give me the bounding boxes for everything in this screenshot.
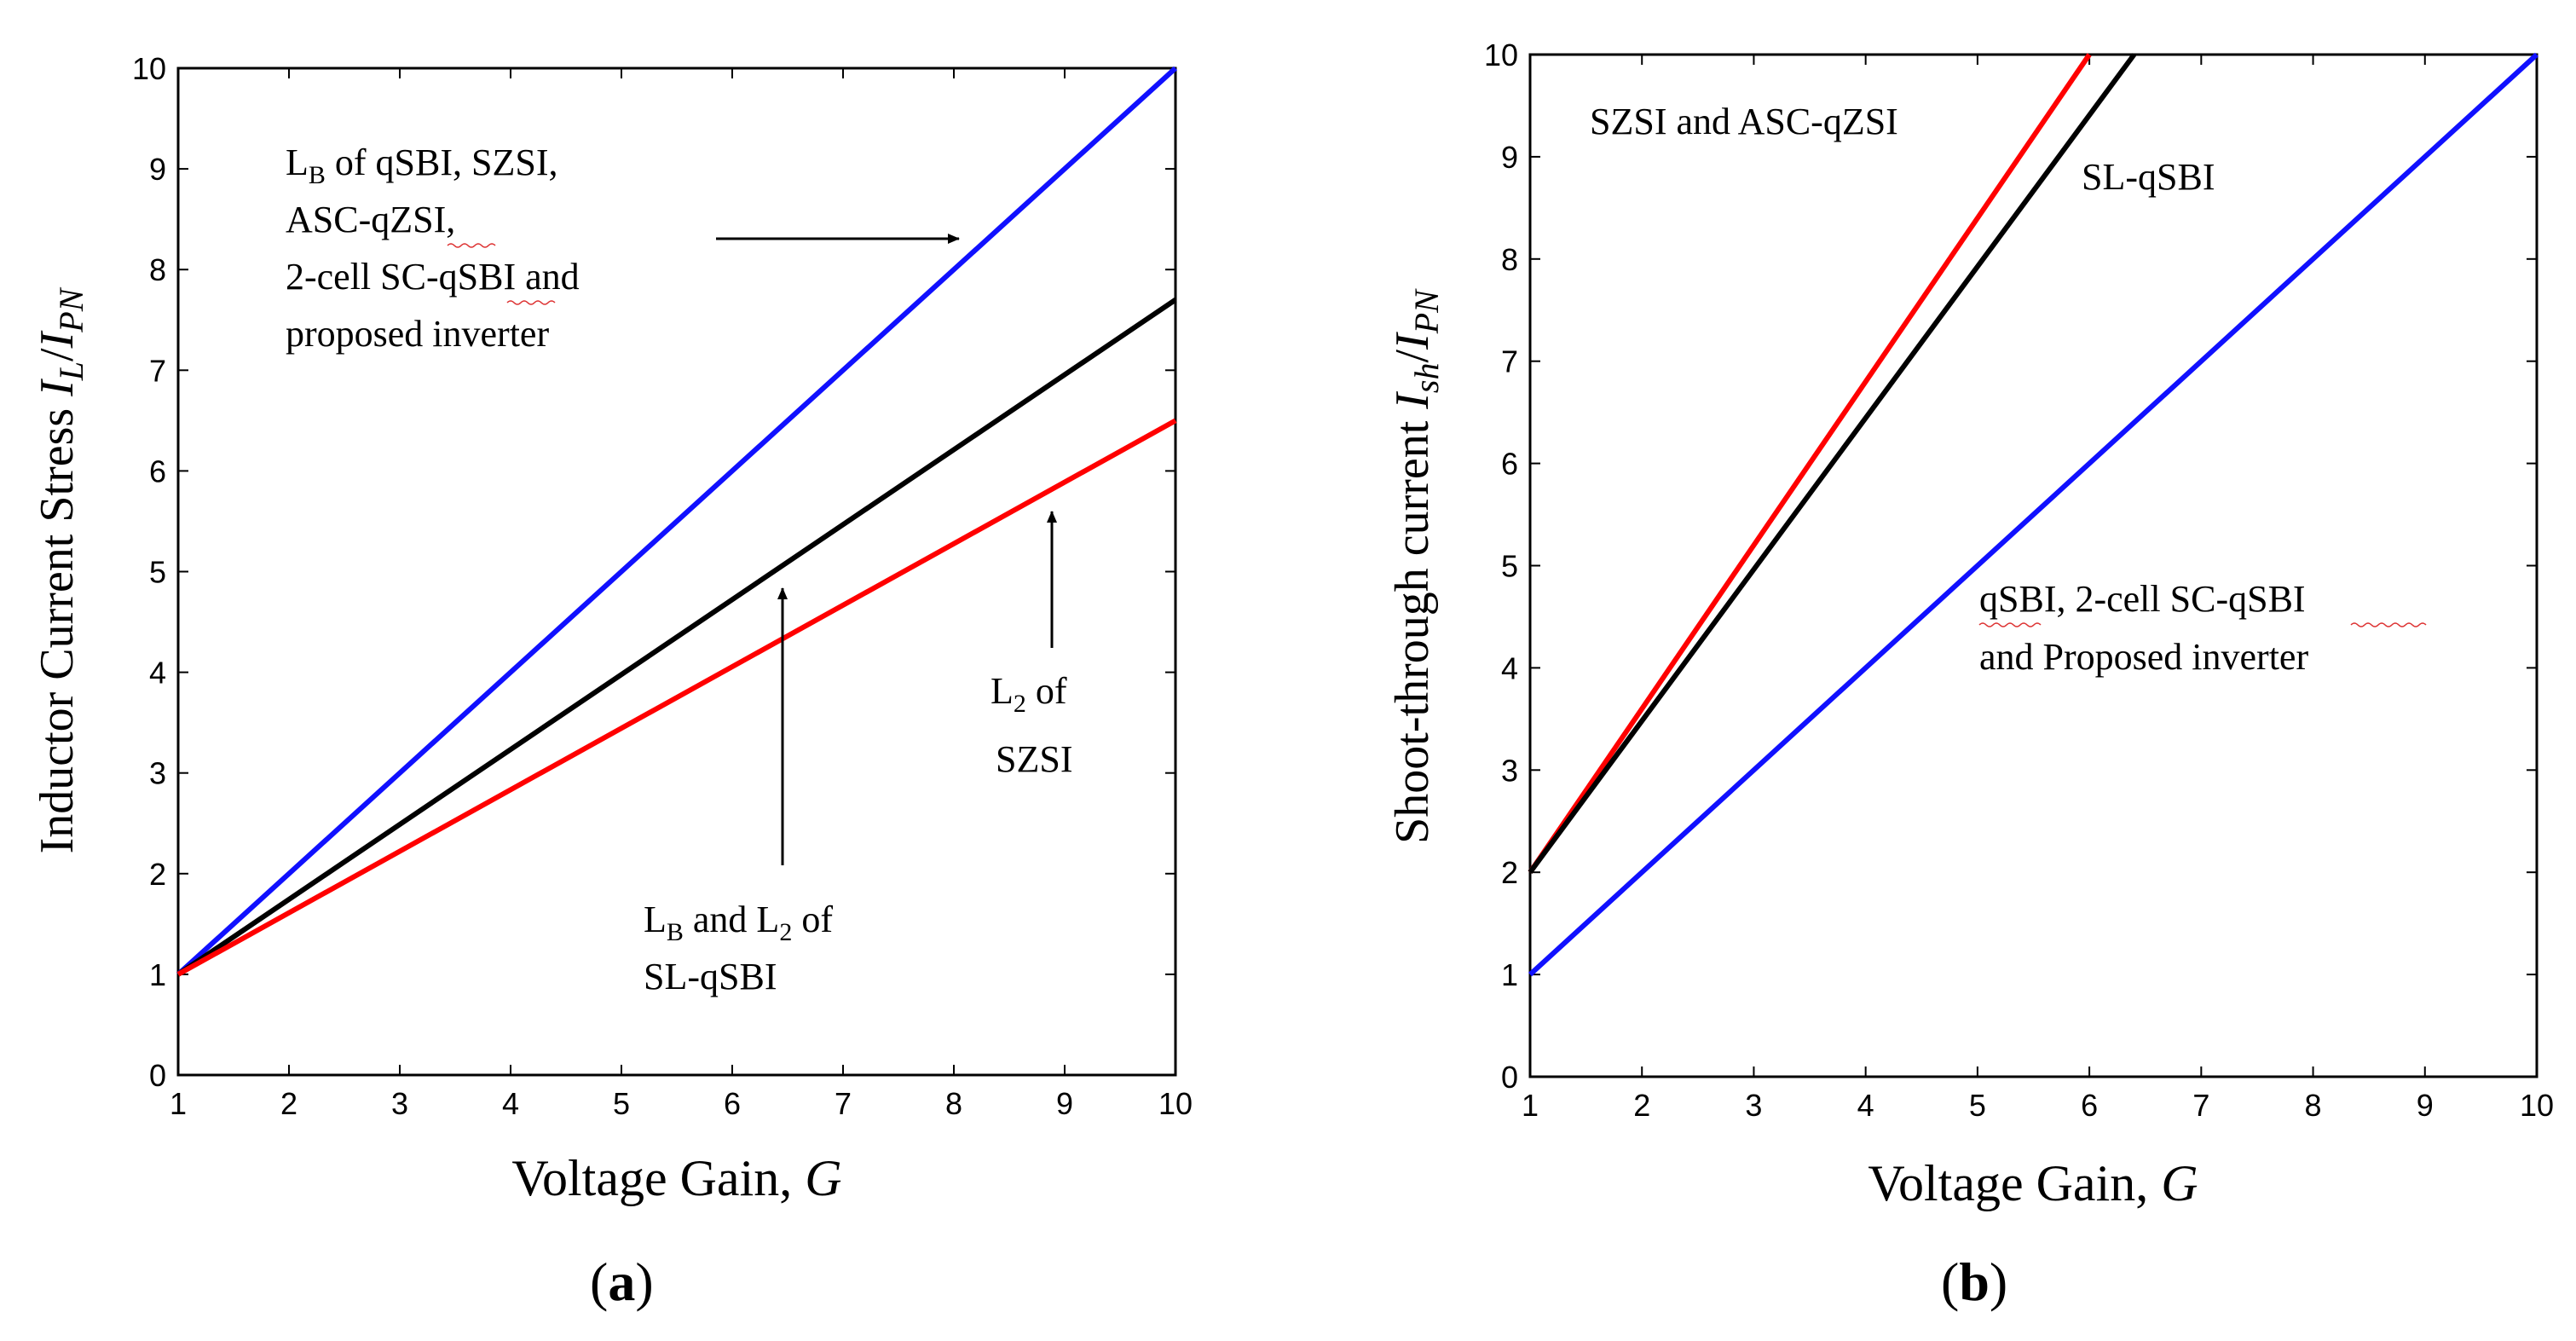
annotation-line: and Proposed inverter: [1979, 636, 2308, 678]
annotation-line: ASC-qZSI,: [286, 199, 455, 240]
spellcheck-underline: [1978, 622, 2042, 627]
y-tick-label: 7: [1501, 344, 1518, 379]
y-tick-label: 9: [149, 152, 166, 187]
series-line: [1528, 52, 2539, 977]
chart-a-series: [176, 66, 1178, 977]
x-tick-label: 3: [391, 1086, 408, 1121]
series-line: [176, 418, 1177, 977]
annotation-line: qSBI, 2-cell SC-qSBI: [1979, 578, 2306, 620]
x-tick-label: 4: [502, 1086, 519, 1121]
x-tick-label: 6: [2081, 1088, 2098, 1123]
y-tick-label: 9: [1501, 140, 1518, 175]
x-tick-label: 7: [835, 1086, 852, 1121]
chart-b-panel-label: (b): [1941, 1251, 2007, 1312]
y-tick-label: 5: [1501, 549, 1518, 584]
annotation-line: SL-qSBI: [644, 956, 777, 997]
y-tick-label: 5: [149, 555, 166, 590]
chart-b-plot-area: [1528, 53, 2538, 1078]
x-tick-label: 7: [2192, 1088, 2209, 1123]
x-tick-label: 5: [1969, 1088, 1986, 1123]
chart-a-panel-label: (a): [590, 1251, 654, 1312]
chart-a-annotation-black: LB and L2 of SL-qSBI: [644, 587, 833, 997]
x-tick-label: 6: [724, 1086, 741, 1121]
annotation-line: LB of qSBI, SZSI,: [286, 142, 558, 189]
x-tick-label: 1: [170, 1086, 187, 1121]
y-tick-label: 6: [149, 454, 166, 488]
chart-b-x-axis-label: Voltage Gain, G: [1868, 1155, 2198, 1211]
chart-b-series: [1528, 52, 2539, 977]
y-tick-label: 0: [149, 1058, 166, 1093]
x-tick-label: 9: [1056, 1086, 1073, 1121]
series-line: [1528, 53, 2137, 874]
chart-b-x-ticks: 1 2 3 4 5 6 7 8 9 10: [1522, 55, 2554, 1123]
chart-b-y-ticks: 0 1 2 3 4 5 6 7 8 9 10: [1484, 38, 2537, 1095]
chart-b-y-axis-label: Shoot-through current Ish/IPN: [1386, 288, 1446, 844]
x-tick-label: 8: [945, 1086, 962, 1121]
series-line: [1528, 53, 2092, 874]
x-tick-label: 8: [2305, 1088, 2322, 1123]
chart-b-annotation-blue: qSBI, 2-cell SC-qSBI and Proposed invert…: [1978, 578, 2427, 678]
y-tick-label: 6: [1501, 447, 1518, 482]
annotation-line: 2-cell SC-qSBI and: [286, 256, 580, 298]
series-line: [176, 66, 1178, 977]
annotation-line: proposed inverter: [286, 313, 549, 355]
spellcheck-underline: [2350, 622, 2427, 627]
chart-a-annotation-red: L2 of SZSI: [991, 511, 1072, 780]
y-tick-label: 1: [149, 957, 166, 992]
x-tick-label: 9: [2417, 1088, 2434, 1123]
x-tick-label: 1: [1522, 1088, 1539, 1123]
y-tick-label: 0: [1501, 1060, 1518, 1095]
annotation-line: SZSI: [996, 738, 1072, 780]
y-tick-label: 4: [149, 656, 166, 691]
chart-a-annotation-blue: LB of qSBI, SZSI, ASC-qZSI, 2-cell SC-qS…: [286, 142, 960, 355]
y-tick-label: 1: [1501, 957, 1518, 992]
y-tick-label: 3: [1501, 753, 1518, 788]
y-tick-label: 10: [132, 51, 166, 86]
chart-a-y-axis-label: Inductor Current Stress IL/IPN: [31, 286, 90, 853]
chart-a-y-ticks: 0 1 2 3 4 5 6 7 8 9 10: [132, 51, 1175, 1093]
x-tick-label: 2: [280, 1086, 297, 1121]
y-tick-label: 8: [149, 252, 166, 287]
chart-a-x-axis-label: Voltage Gain, G: [511, 1150, 841, 1206]
chart-a-x-ticks: 1 2 3 4 5 6 7 8 9 10: [170, 68, 1193, 1121]
x-tick-label: 4: [1857, 1088, 1874, 1123]
series-line: [176, 298, 1177, 977]
y-tick-label: 7: [149, 353, 166, 388]
x-tick-label: 10: [2520, 1088, 2554, 1123]
y-tick-label: 2: [149, 857, 166, 892]
chart-b-annotation-red: SZSI and ASC-qZSI: [1590, 101, 1898, 142]
spellcheck-underline: [506, 300, 556, 305]
annotation-line: L2 of: [991, 670, 1067, 718]
chart-b-annotation-black: SL-qSBI: [2082, 156, 2215, 198]
x-tick-label: 3: [1745, 1088, 1762, 1123]
annotation-line: LB and L2 of: [644, 899, 833, 946]
x-tick-label: 2: [1633, 1088, 1650, 1123]
x-tick-label: 5: [613, 1086, 630, 1121]
y-tick-label: 8: [1501, 242, 1518, 277]
spellcheck-underline: [447, 243, 496, 248]
x-tick-label: 10: [1158, 1086, 1193, 1121]
y-tick-label: 3: [149, 756, 166, 791]
y-tick-label: 10: [1484, 38, 1518, 72]
y-tick-label: 4: [1501, 650, 1518, 685]
y-tick-label: 2: [1501, 855, 1518, 890]
